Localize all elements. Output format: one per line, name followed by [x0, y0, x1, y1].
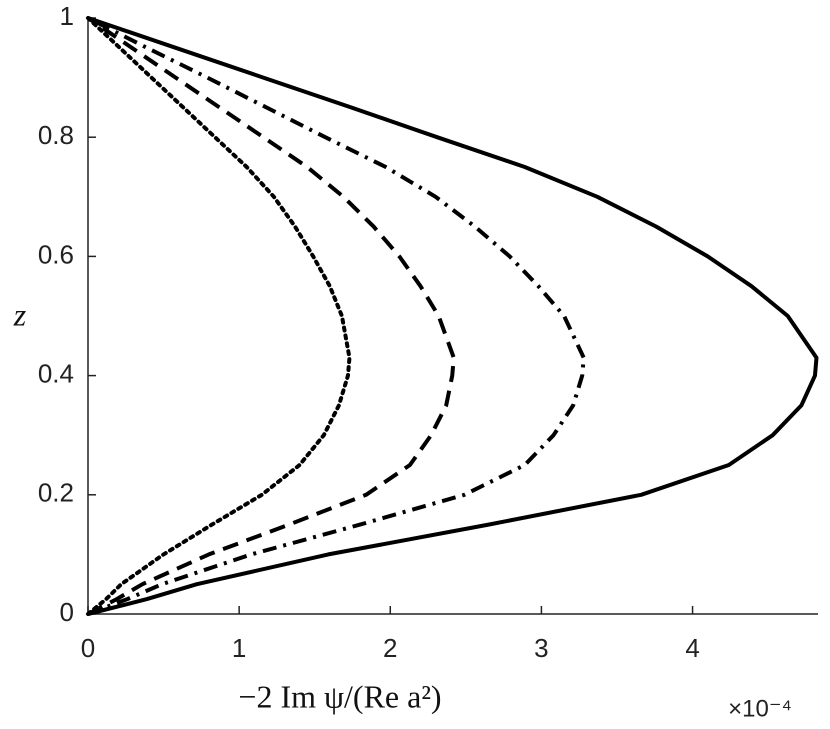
line-series: [86, 16, 456, 616]
line-series: [87, 16, 586, 616]
x-tick-label: 4: [685, 633, 699, 663]
x-tick-label: 3: [534, 633, 548, 663]
y-axis-label: z: [13, 296, 27, 332]
x-tick-label: 0: [81, 633, 95, 663]
y-tick-label: 0.4: [38, 358, 74, 388]
y-tick-label: 0.8: [38, 120, 74, 150]
y-tick-label: 0.6: [38, 239, 74, 269]
x-axis-label: −2 Im ψ/(Re a²): [238, 678, 441, 714]
line-series: [86, 16, 352, 616]
x-tick-label: 1: [232, 633, 246, 663]
y-tick-label: 1: [60, 1, 74, 31]
line-series: [87, 16, 819, 616]
x-tick-label: 2: [383, 633, 397, 663]
y-tick-label: 0.2: [38, 478, 74, 508]
y-tick-label: 0: [60, 597, 74, 627]
x-multiplier: ×10⁻⁴: [728, 695, 792, 722]
